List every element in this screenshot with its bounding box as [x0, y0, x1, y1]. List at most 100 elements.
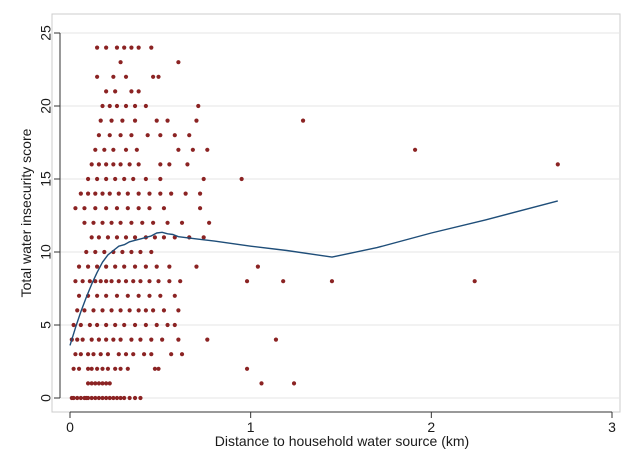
data-point — [118, 395, 123, 401]
data-point — [91, 220, 96, 225]
data-point — [147, 279, 152, 284]
data-point — [172, 293, 177, 298]
data-point — [183, 191, 188, 196]
data-point — [281, 279, 286, 284]
data-point — [75, 337, 80, 342]
data-point — [113, 366, 118, 371]
data-point — [143, 322, 148, 328]
y-axis-label: Total water insecurity score — [18, 128, 34, 297]
data-point — [116, 191, 121, 196]
data-point — [118, 60, 123, 65]
data-point — [158, 191, 163, 196]
data-point — [151, 308, 156, 313]
data-point — [89, 366, 94, 371]
data-point — [125, 206, 130, 211]
data-point — [136, 191, 141, 196]
data-point — [123, 74, 129, 79]
data-point — [156, 74, 161, 79]
data-point — [93, 249, 98, 255]
data-point — [194, 118, 199, 123]
data-point — [100, 381, 105, 386]
data-point — [244, 279, 250, 284]
data-point — [80, 279, 85, 284]
data-point — [111, 162, 116, 167]
data-point — [87, 322, 92, 328]
data-point — [127, 308, 132, 313]
data-point — [107, 133, 112, 138]
data-point — [197, 206, 203, 211]
data-point — [93, 381, 98, 386]
data-point — [172, 133, 177, 138]
data-point — [120, 249, 125, 255]
y-tick-label: 20 — [38, 98, 54, 114]
y-tick-label: 25 — [38, 25, 54, 41]
data-point — [136, 162, 141, 167]
data-point — [167, 162, 172, 167]
data-point — [104, 162, 109, 167]
data-point — [412, 147, 418, 152]
data-point — [123, 352, 129, 357]
data-point — [273, 337, 279, 342]
data-point — [179, 220, 185, 225]
data-point — [239, 176, 244, 182]
data-point — [114, 45, 120, 50]
scatter-points — [69, 45, 560, 401]
data-point — [104, 45, 109, 50]
data-point — [165, 322, 170, 328]
data-point — [120, 118, 125, 123]
x-tick-label: 0 — [66, 419, 74, 435]
data-point — [93, 191, 98, 196]
data-point — [78, 352, 83, 357]
data-point — [125, 293, 130, 298]
data-point — [104, 279, 109, 284]
data-point — [102, 147, 107, 152]
data-point — [123, 147, 129, 152]
data-point — [207, 220, 212, 225]
data-point — [78, 191, 83, 196]
data-point — [85, 264, 91, 269]
data-point — [161, 235, 167, 240]
data-point — [102, 249, 107, 255]
data-point — [105, 352, 111, 357]
data-point — [75, 308, 80, 313]
data-point — [143, 264, 148, 269]
data-point — [95, 45, 100, 50]
y-tick-label: 15 — [38, 171, 54, 187]
data-point — [132, 322, 138, 328]
data-point — [147, 191, 152, 196]
data-point — [100, 308, 105, 313]
data-point — [104, 206, 109, 211]
data-point — [149, 352, 154, 357]
data-point — [122, 176, 127, 182]
data-point — [129, 220, 134, 225]
data-point — [151, 220, 156, 225]
data-point — [172, 322, 177, 328]
data-point — [95, 264, 100, 269]
data-point — [167, 279, 172, 284]
data-point — [138, 249, 143, 255]
data-point — [73, 279, 78, 284]
data-point — [104, 395, 109, 401]
data-point — [131, 176, 136, 182]
data-point — [113, 322, 118, 328]
data-point — [329, 279, 335, 284]
data-point — [158, 133, 163, 138]
data-point — [100, 220, 105, 225]
data-point — [129, 89, 134, 94]
x-axis-label: Distance to household water source (km) — [215, 433, 469, 449]
data-point — [116, 352, 121, 357]
data-point — [100, 191, 105, 196]
data-point — [118, 162, 123, 167]
data-point — [98, 118, 103, 123]
data-point — [555, 162, 560, 167]
data-point — [100, 103, 105, 109]
data-point — [143, 308, 148, 313]
data-point — [71, 322, 76, 328]
data-point — [138, 279, 143, 284]
data-point — [131, 279, 136, 284]
data-point — [176, 337, 181, 342]
data-point — [152, 235, 158, 240]
data-point — [187, 133, 192, 138]
data-point — [104, 264, 109, 269]
